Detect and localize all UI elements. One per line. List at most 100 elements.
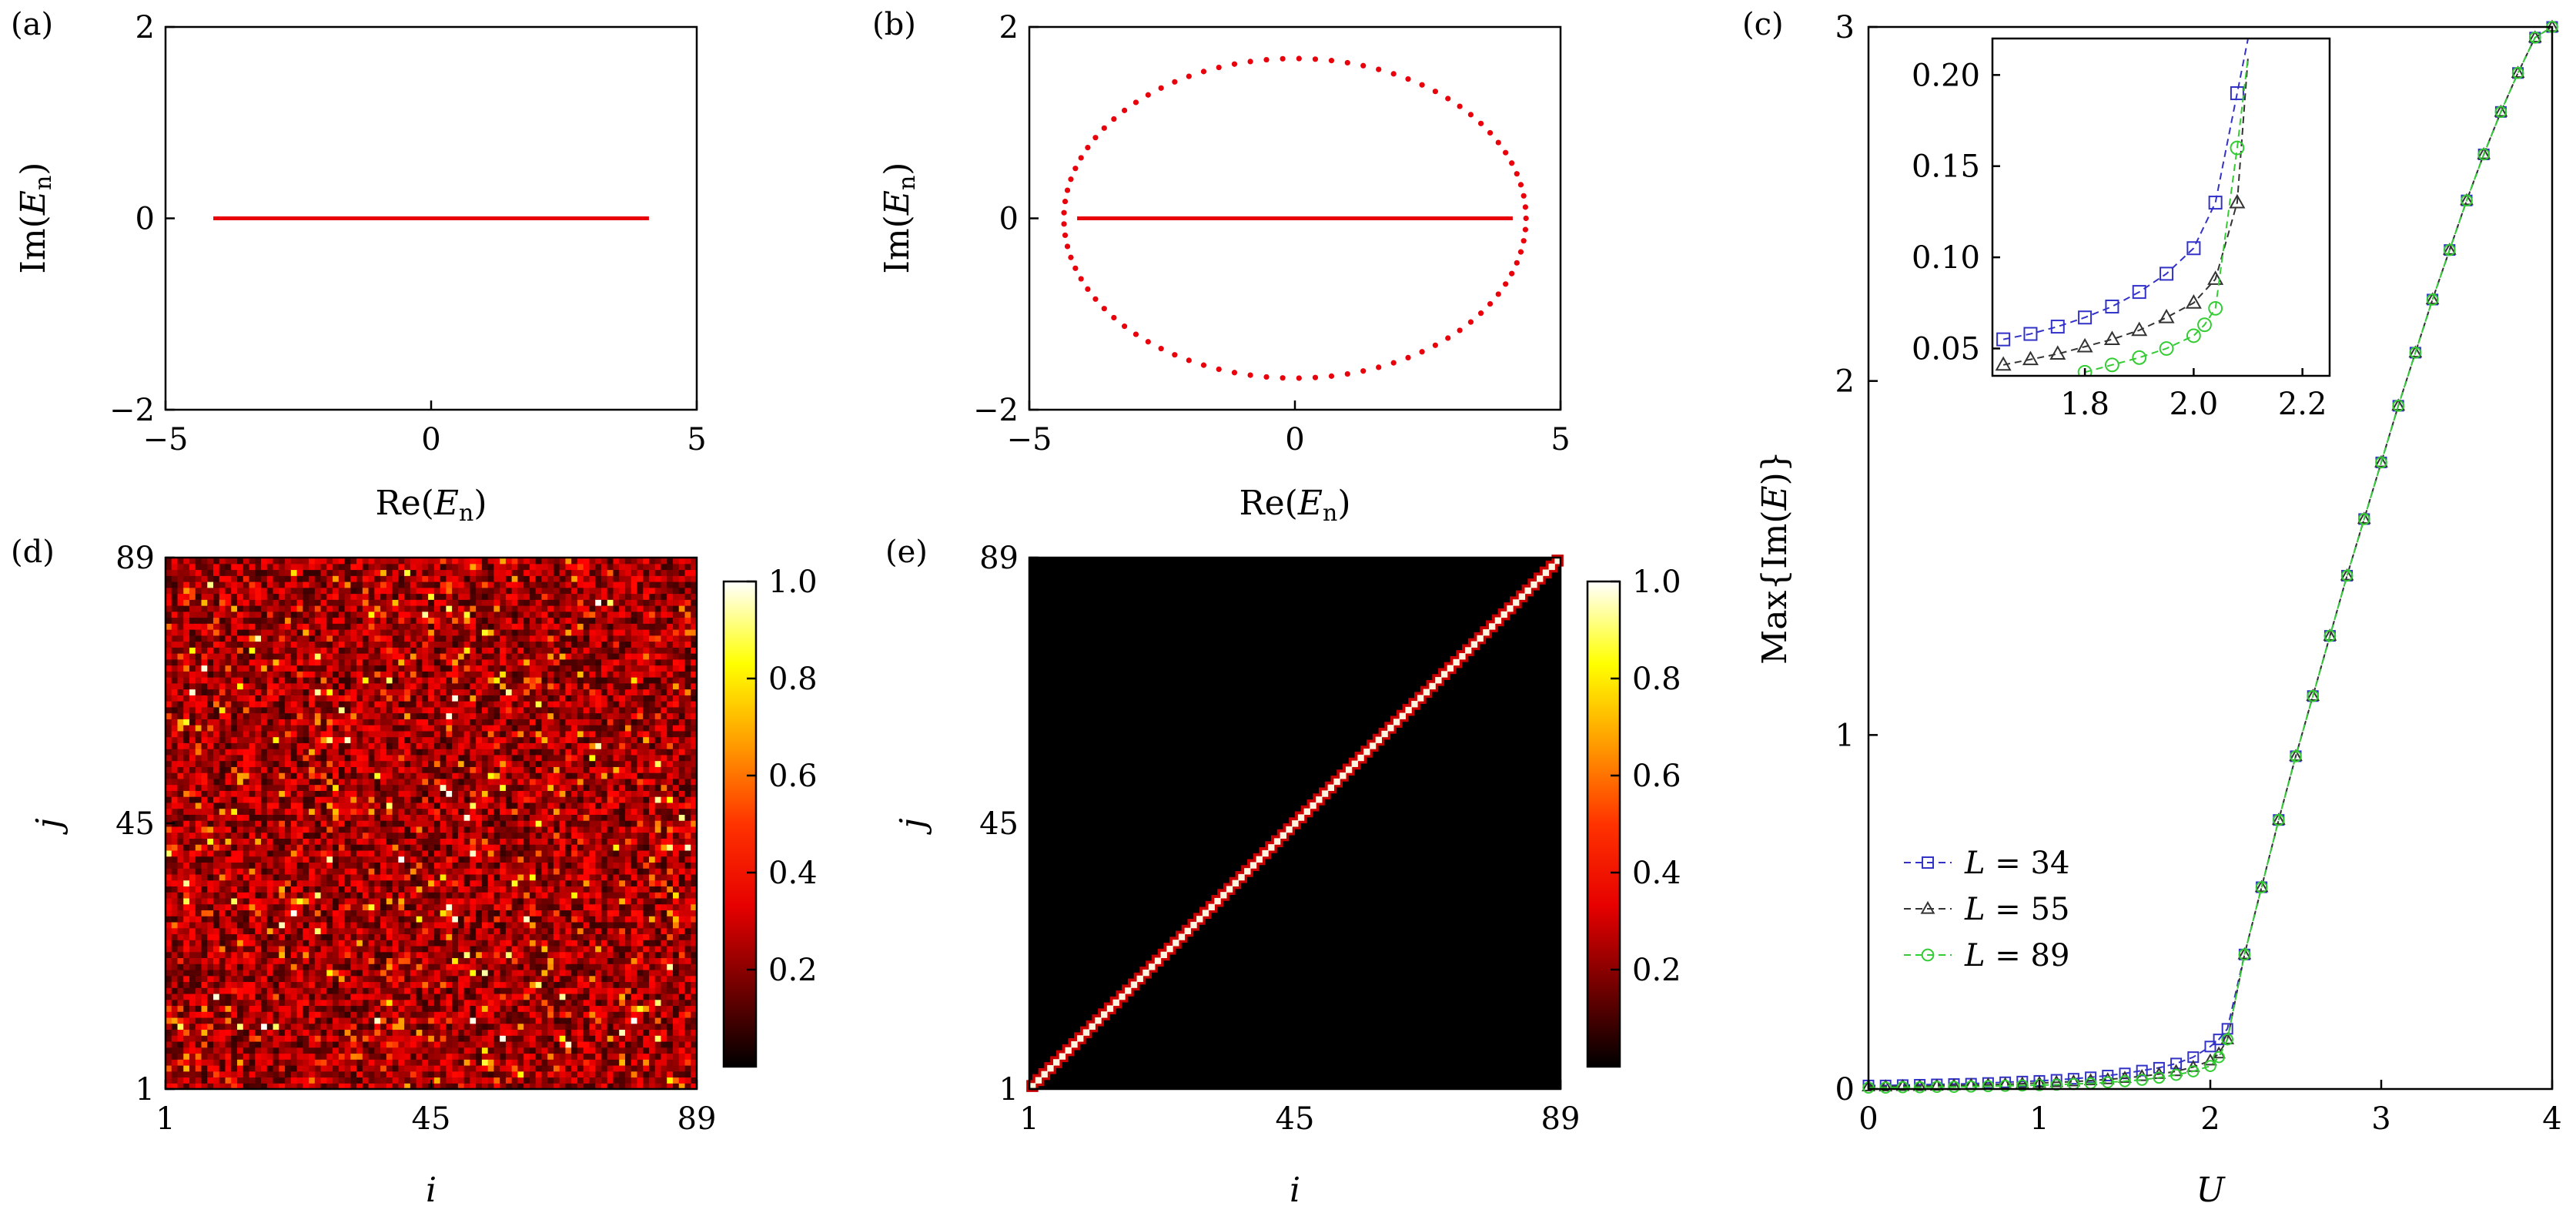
d-cell [476, 957, 483, 964]
d-cell [344, 933, 351, 940]
d-cell [296, 623, 303, 630]
d-cell [303, 903, 309, 911]
d-cell [362, 689, 370, 695]
d-cell [398, 593, 405, 600]
d-cell [481, 1047, 489, 1054]
d-cell [457, 1077, 465, 1084]
d-cell [177, 569, 184, 576]
b-ellipse-point-87 [1521, 238, 1527, 244]
d-cell [476, 575, 483, 582]
d-cell [290, 1047, 298, 1054]
d-cell [273, 677, 279, 684]
d-cell [350, 706, 357, 714]
d-cell [476, 849, 483, 857]
d-cell [398, 730, 405, 738]
d-cell [261, 671, 268, 678]
d-cell [290, 736, 298, 743]
d-cell [273, 987, 279, 994]
d-cell [273, 563, 279, 571]
d-cell [362, 725, 370, 732]
d-cell [452, 629, 459, 636]
d-cell [207, 832, 214, 839]
d-cell [440, 963, 447, 970]
d-cell [476, 653, 483, 660]
b-ellipse-point-88 [1522, 226, 1529, 233]
d-cell [410, 635, 417, 642]
d-cell [285, 832, 292, 839]
d-cell [350, 1011, 357, 1018]
d-cell [356, 945, 363, 953]
d-cell [177, 802, 184, 809]
d-cell [255, 623, 262, 630]
d-cell [183, 910, 190, 916]
d-cell [303, 730, 309, 738]
d-cell [398, 897, 405, 905]
d-cell [470, 760, 477, 767]
d-cell [255, 611, 262, 618]
d-cell [285, 671, 292, 678]
d-cell [296, 873, 303, 881]
d-cell [333, 993, 340, 1000]
d-cell [183, 760, 190, 767]
d-cell [374, 1029, 381, 1036]
d-cell [344, 1047, 351, 1054]
d-cell [309, 856, 316, 863]
d-cell [243, 754, 250, 762]
d-cell [350, 1053, 357, 1060]
d-cell [249, 682, 256, 690]
d-cell [303, 695, 309, 702]
d-cell [404, 706, 411, 714]
d-cell [481, 658, 489, 666]
d-cell [237, 1029, 244, 1036]
d-cell [296, 587, 303, 595]
d-cell [290, 862, 298, 869]
d-cell [350, 671, 357, 678]
d-cell [452, 1023, 459, 1030]
d-cell [362, 969, 370, 977]
d-cell [481, 754, 489, 762]
d-cell [344, 581, 351, 588]
d-cell [266, 910, 274, 916]
d-cell [433, 605, 441, 612]
d-cell [476, 1077, 483, 1084]
d-cell [285, 725, 292, 732]
d-cell [171, 671, 179, 678]
d-cell [296, 838, 303, 845]
b-ellipse-point-82 [1495, 291, 1501, 297]
d-cell [266, 880, 274, 887]
d-cell [422, 623, 429, 630]
d-cell [290, 903, 298, 911]
d-cell [362, 1035, 370, 1042]
d-cell [386, 849, 393, 857]
d-cell [326, 665, 333, 672]
d-cell [309, 629, 316, 636]
d-cell [362, 933, 370, 940]
d-cell [428, 1059, 435, 1066]
d-cell [303, 563, 309, 571]
d-cell [177, 599, 184, 606]
d-cell [243, 963, 250, 970]
d-cell [261, 653, 268, 660]
d-cell [314, 826, 322, 833]
d-cell [171, 927, 179, 935]
d-cell [177, 725, 184, 732]
d-cell [386, 742, 393, 749]
d-cell [249, 749, 256, 756]
d-cell [219, 832, 226, 839]
d-cell [231, 587, 238, 595]
d-cell [320, 623, 327, 630]
d-cell [189, 940, 196, 947]
d-cell [237, 849, 244, 857]
d-cell [398, 1077, 405, 1084]
d-cell [392, 719, 399, 725]
d-cell [207, 1029, 214, 1036]
d-cell [386, 910, 393, 916]
d-cell [470, 701, 477, 708]
d-cell [350, 814, 357, 821]
d-cell [279, 658, 286, 666]
d-cell [428, 719, 435, 725]
d-cell [279, 981, 286, 988]
d-cell [356, 856, 363, 863]
d-cell [422, 868, 429, 875]
d-cell [410, 749, 417, 756]
